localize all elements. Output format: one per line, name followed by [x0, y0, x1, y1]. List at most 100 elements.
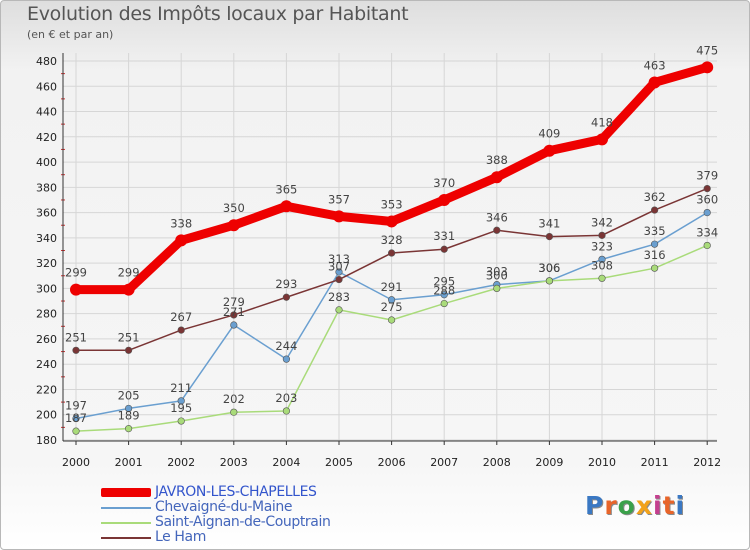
y-tick-label: 440 — [36, 106, 57, 119]
x-tick-label: 2010 — [588, 456, 616, 469]
data-point — [438, 193, 451, 206]
data-label: 189 — [118, 409, 140, 423]
data-point — [388, 316, 396, 324]
data-point — [335, 306, 343, 314]
data-label: 353 — [381, 197, 403, 211]
data-label: 275 — [381, 300, 403, 314]
legend-swatch — [101, 522, 151, 524]
data-label: 346 — [486, 210, 508, 224]
logo-letter: x — [635, 491, 653, 520]
y-tick-label: 240 — [36, 358, 57, 371]
data-point — [598, 274, 606, 282]
x-tick-label: 2003 — [220, 456, 248, 469]
data-point — [598, 255, 606, 263]
data-point — [280, 200, 293, 213]
data-label: 293 — [275, 277, 297, 291]
data-label: 267 — [170, 310, 192, 324]
data-point — [177, 417, 185, 425]
data-label: 303 — [486, 265, 508, 279]
data-point — [598, 231, 606, 239]
legend-label: JAVRON-LES-CHAPELLES — [155, 484, 317, 500]
data-point — [388, 296, 396, 304]
data-point — [282, 293, 291, 301]
data-label: 308 — [591, 258, 613, 272]
data-point — [282, 407, 291, 415]
data-label: 365 — [275, 182, 297, 196]
data-labels: 299 299 338 350 365 357 353 370 388 409 418 463 475 1… — [65, 43, 718, 425]
data-label: 360 — [696, 193, 718, 207]
y-tick-label: 360 — [36, 207, 57, 220]
y-tick-label: 480 — [36, 55, 57, 68]
y-tick-label: 380 — [36, 181, 57, 194]
y-tick-label: 340 — [36, 232, 57, 245]
data-point — [124, 425, 133, 433]
data-point — [440, 291, 448, 299]
data-point — [493, 284, 501, 293]
data-label: 313 — [328, 252, 350, 266]
data-point — [650, 206, 659, 214]
data-point — [72, 414, 80, 423]
chart-title: Evolution des Impôts locaux par Habitant — [27, 3, 409, 25]
data-label: 370 — [433, 176, 455, 190]
data-point — [122, 283, 135, 296]
axes: 180 200 220 240 260 280 300 320 340 360 380 400 420 4… — [36, 53, 721, 469]
y-tick-label: 400 — [36, 156, 57, 169]
data-label: 328 — [381, 233, 403, 247]
data-label: 251 — [118, 330, 140, 344]
data-point — [493, 226, 501, 234]
data-point — [385, 215, 398, 228]
proxiti-logo: Proxiti — [585, 491, 685, 520]
logo-letter: r — [604, 491, 618, 520]
data-point — [227, 219, 240, 232]
data-point — [230, 311, 238, 319]
logo-letter: o — [617, 491, 636, 520]
y-tick-label: 180 — [36, 434, 57, 447]
x-tick-label: 2005 — [325, 456, 353, 469]
data-label: 295 — [433, 275, 455, 289]
data-label: 306 — [538, 261, 560, 275]
data-point — [490, 171, 503, 184]
x-tick-label: 2006 — [378, 456, 406, 469]
data-point — [648, 76, 661, 89]
data-point — [335, 268, 343, 276]
data-label: 283 — [328, 290, 350, 304]
data-point — [70, 283, 82, 296]
y-tick-label: 220 — [36, 383, 57, 396]
logo-letter: i — [653, 491, 663, 520]
data-label: 195 — [170, 401, 192, 415]
data-point — [650, 264, 659, 272]
logo-letter: i — [675, 491, 686, 520]
data-label: 357 — [328, 192, 350, 206]
legend-label: Le Ham — [155, 529, 206, 545]
data-label: 409 — [538, 127, 560, 141]
x-tick-label: 2002 — [167, 456, 195, 469]
chart-subtitle: (en € et par an) — [27, 28, 114, 41]
data-point — [543, 144, 556, 157]
data-label: 350 — [223, 201, 245, 215]
data-label: 300 — [486, 268, 508, 282]
data-label: 197 — [65, 399, 87, 413]
data-label: 379 — [696, 169, 718, 183]
data-label: 323 — [591, 239, 613, 253]
y-tick-label: 200 — [36, 409, 57, 422]
x-tick-label: 2001 — [115, 456, 143, 469]
x-tick-label: 2009 — [535, 456, 563, 469]
data-point — [545, 277, 554, 285]
data-label: 388 — [486, 153, 508, 167]
logo-letter: t — [662, 491, 676, 520]
data-label: 271 — [223, 305, 245, 319]
data-point — [124, 346, 133, 354]
data-point — [388, 249, 396, 257]
data-point — [282, 355, 291, 363]
legend-label: Chevaigné-du-Maine — [155, 499, 293, 515]
data-point — [701, 61, 714, 74]
data-point — [703, 209, 711, 217]
x-tick-label: 2000 — [62, 456, 90, 469]
data-label: 205 — [118, 388, 140, 402]
data-label: 291 — [381, 280, 403, 294]
data-label: 362 — [644, 190, 666, 204]
data-point — [650, 240, 659, 248]
data-label: 279 — [223, 295, 245, 309]
